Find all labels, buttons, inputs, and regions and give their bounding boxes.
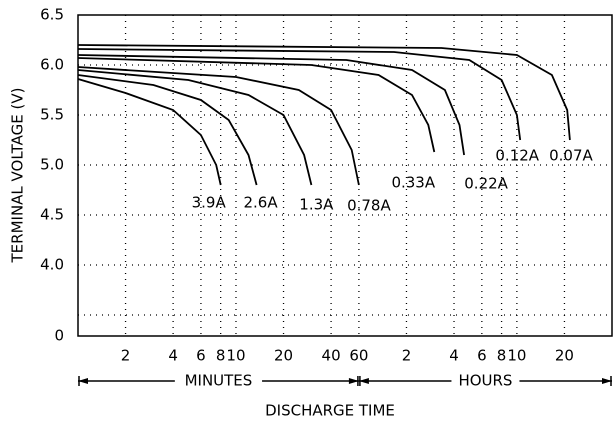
discharge-curve xyxy=(77,74,258,186)
x-tick-label: 2 xyxy=(121,347,131,365)
discharge-curve xyxy=(77,54,465,156)
discharge-curve xyxy=(77,48,522,141)
x-tick-label: 6 xyxy=(196,347,206,365)
discharge-curve xyxy=(77,69,313,186)
x-tick-label: 8 xyxy=(497,347,507,365)
curve-label: 0.33A xyxy=(391,174,435,192)
arrow-head xyxy=(602,378,612,384)
y-tick-label: 5.5 xyxy=(40,106,64,124)
x-tick-label: 10 xyxy=(226,347,245,365)
discharge-curve xyxy=(77,66,360,186)
x-tick-label: 6 xyxy=(477,347,487,365)
discharge-curve xyxy=(77,57,436,153)
plot-frame xyxy=(77,14,613,337)
curve-label: 0.07A xyxy=(549,147,593,165)
x-tick-label: 10 xyxy=(507,347,526,365)
curve-label: 0.12A xyxy=(495,147,539,165)
x-tick-label: 8 xyxy=(216,347,226,365)
curve-label: 0.22A xyxy=(464,175,508,193)
y-tick-label: 6.5 xyxy=(40,6,64,24)
discharge-curve xyxy=(77,78,222,186)
group-label: MINUTES xyxy=(185,372,253,390)
x-tick-label: 4 xyxy=(449,347,459,365)
curve-label: 1.3A xyxy=(299,196,334,214)
y-axis-title: TERMINAL VOLTAGE (V) xyxy=(9,88,27,264)
y-tick-label: 6.0 xyxy=(40,56,64,74)
y-tick-label: 5.0 xyxy=(40,156,64,174)
x-tick-label: 20 xyxy=(274,347,293,365)
curve-label: 2.6A xyxy=(244,194,279,212)
arrow-head xyxy=(348,378,359,384)
x-tick-label: 40 xyxy=(322,347,341,365)
y-tick-label: 4.0 xyxy=(40,256,64,274)
y-tick-label: 4.5 xyxy=(40,206,64,224)
group-label: HOURS xyxy=(458,372,512,390)
curve-label: 0.78A xyxy=(347,197,391,215)
curve-label: 3.9A xyxy=(192,194,227,212)
x-tick-label: 20 xyxy=(555,347,574,365)
x-tick-label: 2 xyxy=(402,347,412,365)
x-tick-label: 60 xyxy=(349,347,368,365)
x-tick-label: 4 xyxy=(168,347,178,365)
y-break-label: 0 xyxy=(54,327,64,345)
arrow-head xyxy=(78,378,88,384)
arrow-head xyxy=(358,378,369,384)
discharge-curve xyxy=(77,44,571,141)
x-axis-title: DISCHARGE TIME xyxy=(265,402,395,420)
